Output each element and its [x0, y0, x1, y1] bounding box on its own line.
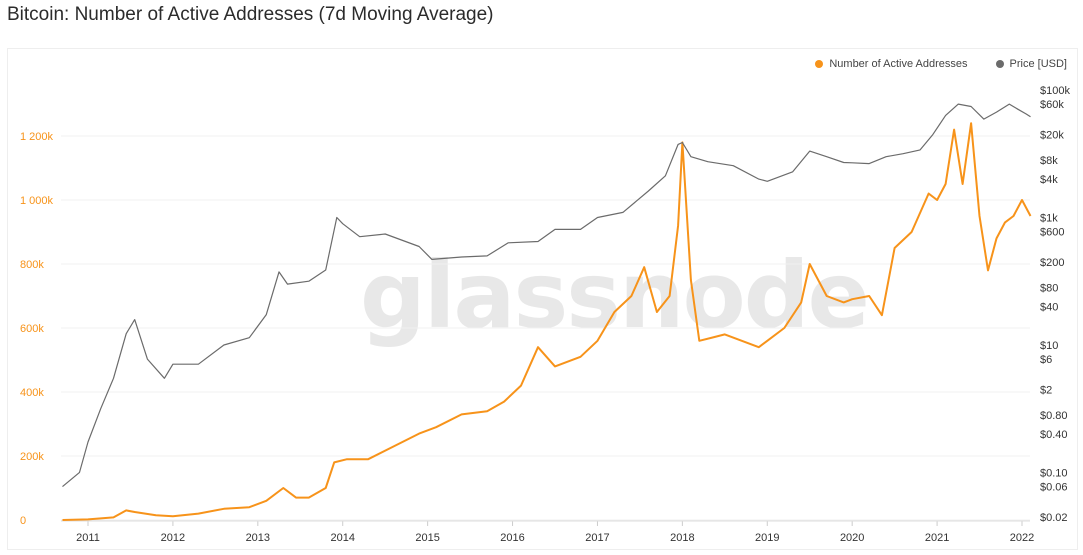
watermark: glassnode: [360, 242, 870, 349]
y-left-tick-label: 400k: [20, 387, 44, 399]
legend-item-price[interactable]: Price [USD]: [995, 58, 1067, 70]
x-tick-label: 2012: [161, 532, 185, 544]
x-tick-label: 2020: [840, 532, 864, 544]
chart-title: Bitcoin: Number of Active Addresses (7d …: [7, 4, 494, 25]
legend-label-active-addresses: Number of Active Addresses: [829, 58, 968, 70]
x-tick-label: 2017: [585, 532, 609, 544]
x-tick-label: 2018: [670, 532, 694, 544]
y-right-tick-label: $2: [1040, 385, 1052, 397]
y-right-tick-label: $200: [1040, 257, 1064, 269]
x-tick-label: 2021: [925, 532, 949, 544]
y-left-tick-label: 600k: [20, 323, 44, 335]
legend-label-price: Price [USD]: [1009, 58, 1067, 70]
y-right-tick-label: $0.06: [1040, 482, 1068, 494]
chart-frame: [7, 48, 1078, 550]
y-right-tick-label: $60k: [1040, 99, 1064, 111]
legend-item-active-addresses[interactable]: Number of Active Addresses: [815, 58, 968, 70]
y-left-tick-label: 800k: [20, 259, 44, 271]
y-right-tick-label: $80: [1040, 282, 1058, 294]
y-right-tick-label: $0.80: [1040, 410, 1068, 422]
y-right-tick-label: $40: [1040, 302, 1058, 314]
y-right-tick-label: $600: [1040, 227, 1064, 239]
y-right-tick-label: $8k: [1040, 155, 1058, 167]
x-tick-label: 2013: [246, 532, 270, 544]
x-tick-label: 2014: [330, 532, 354, 544]
y-left-tick-label: 0: [20, 515, 26, 527]
y-right-tick-label: $100k: [1040, 85, 1070, 97]
y-right-tick-label: $10: [1040, 340, 1058, 352]
y-right-tick-label: $0.02: [1040, 512, 1068, 524]
x-tick-label: 2011: [76, 532, 100, 544]
series-line-price: [62, 103, 1031, 488]
x-tick-label: 2019: [755, 532, 779, 544]
legend-dot-price: [995, 60, 1004, 68]
y-right-tick-label: $6: [1040, 354, 1052, 366]
y-right-tick-label: $1k: [1040, 212, 1058, 224]
y-right-tick-label: $20k: [1040, 130, 1064, 142]
y-left-tick-label: 1 200k: [20, 131, 54, 143]
x-tick-label: 2016: [500, 532, 524, 544]
y-right-tick-label: $4k: [1040, 174, 1058, 186]
series-line-active-addresses: [62, 122, 1032, 521]
x-tick-label: 2015: [415, 532, 439, 544]
y-right-tick-label: $0.10: [1040, 467, 1068, 479]
legend-dot-active-addresses: [815, 60, 824, 68]
y-left-tick-label: 1 000k: [20, 195, 54, 207]
legend: Number of Active Addresses Price [USD]: [815, 58, 1067, 70]
y-left-tick-label: 200k: [20, 451, 44, 463]
x-tick-label: 2022: [1010, 532, 1034, 544]
y-right-tick-label: $0.40: [1040, 429, 1068, 441]
